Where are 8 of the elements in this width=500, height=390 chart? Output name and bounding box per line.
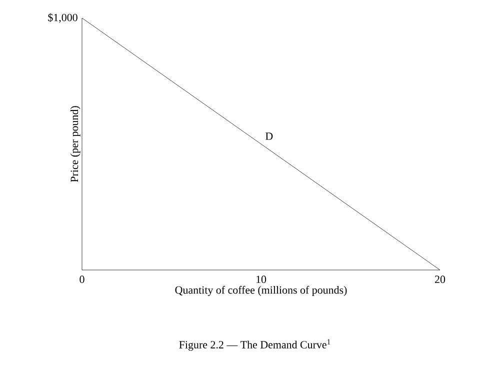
annotation: D (266, 132, 273, 140)
x-tick-label: 0 (80, 276, 84, 284)
x-axis-title: Quantity of coffee (millions of pounds) (175, 286, 347, 296)
annotation: $1,000 (48, 13, 78, 23)
x-tick-label: 20 (435, 276, 446, 284)
x-tick-label: 10 (256, 276, 266, 284)
text: Figure 2.2 — The Demand Curve$^{1}$ (179, 339, 330, 351)
y-axis-title: Price (per pound) (70, 106, 80, 182)
